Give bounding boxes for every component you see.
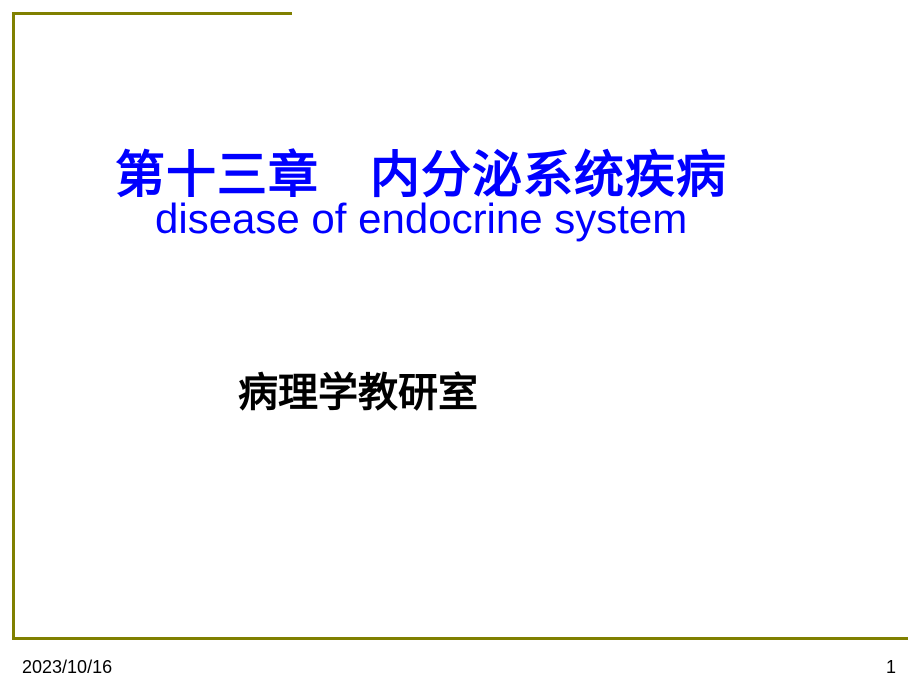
decorative-border-bottom [12,637,908,640]
footer-date: 2023/10/16 [22,657,112,678]
footer-page-number: 1 [886,657,896,678]
slide-title-english: disease of endocrine system [155,195,687,243]
slide-subtitle: 病理学教研室 [238,360,478,418]
decorative-border-left [12,12,15,640]
decorative-border-top [12,12,292,15]
